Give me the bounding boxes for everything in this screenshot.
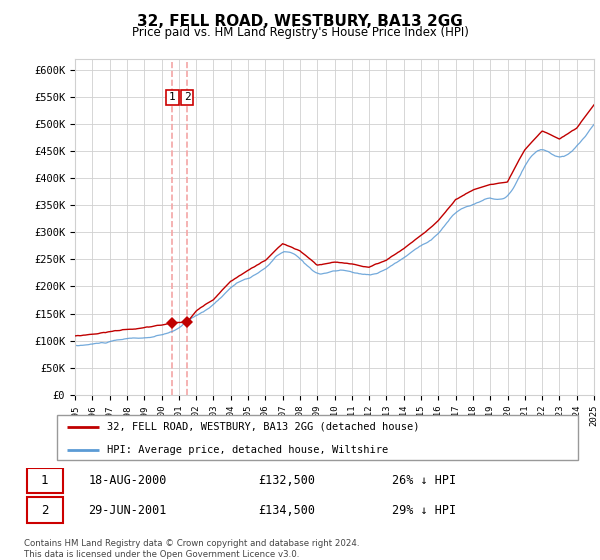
FancyBboxPatch shape <box>27 468 63 493</box>
FancyBboxPatch shape <box>27 497 63 523</box>
Text: 1: 1 <box>41 474 49 487</box>
Text: 18-AUG-2000: 18-AUG-2000 <box>88 474 167 487</box>
FancyBboxPatch shape <box>56 415 578 460</box>
Text: 32, FELL ROAD, WESTBURY, BA13 2GG: 32, FELL ROAD, WESTBURY, BA13 2GG <box>137 14 463 29</box>
Text: Contains HM Land Registry data © Crown copyright and database right 2024.
This d: Contains HM Land Registry data © Crown c… <box>24 539 359 559</box>
Text: 2: 2 <box>184 92 191 102</box>
Text: Price paid vs. HM Land Registry's House Price Index (HPI): Price paid vs. HM Land Registry's House … <box>131 26 469 39</box>
Text: 29-JUN-2001: 29-JUN-2001 <box>88 503 167 517</box>
Text: 32, FELL ROAD, WESTBURY, BA13 2GG (detached house): 32, FELL ROAD, WESTBURY, BA13 2GG (detac… <box>107 422 419 432</box>
Text: HPI: Average price, detached house, Wiltshire: HPI: Average price, detached house, Wilt… <box>107 445 388 455</box>
Text: 29% ↓ HPI: 29% ↓ HPI <box>392 503 457 517</box>
Text: 26% ↓ HPI: 26% ↓ HPI <box>392 474 457 487</box>
Text: £134,500: £134,500 <box>259 503 316 517</box>
Text: 2: 2 <box>41 503 49 517</box>
Text: £132,500: £132,500 <box>259 474 316 487</box>
Text: 1: 1 <box>169 92 176 102</box>
